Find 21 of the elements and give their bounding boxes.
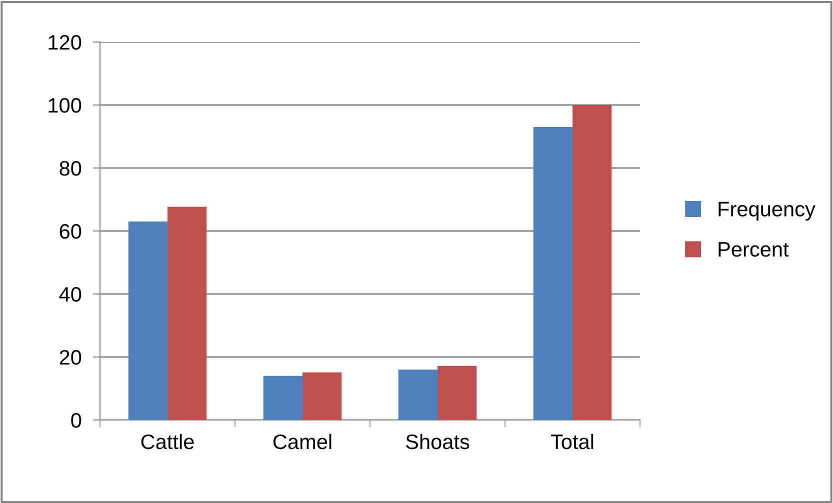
- bar: [533, 127, 572, 420]
- x-tick-label: Camel: [273, 434, 332, 450]
- x-tick-label: Shoats: [406, 434, 470, 450]
- bar: [302, 372, 342, 420]
- y-tick-label: 80: [60, 161, 82, 176]
- x-tick-label: Total: [550, 434, 594, 450]
- y-tick-label: 60: [60, 224, 82, 239]
- y-tick-label: 0: [71, 413, 82, 428]
- x-tick-label: Cattle: [141, 434, 194, 450]
- bar: [168, 206, 207, 420]
- bar: [572, 105, 612, 420]
- legend-label: Frequency: [718, 202, 816, 221]
- bar: [438, 366, 477, 420]
- bar: [128, 222, 168, 420]
- bar: [398, 370, 438, 420]
- y-tick-label: 100: [48, 98, 82, 113]
- y-tick-label: 120: [48, 35, 82, 50]
- y-tick-label: 40: [59, 287, 82, 302]
- bar: [263, 376, 302, 420]
- legend-label: Percent: [718, 242, 789, 257]
- y-tick-label: 20: [60, 350, 82, 365]
